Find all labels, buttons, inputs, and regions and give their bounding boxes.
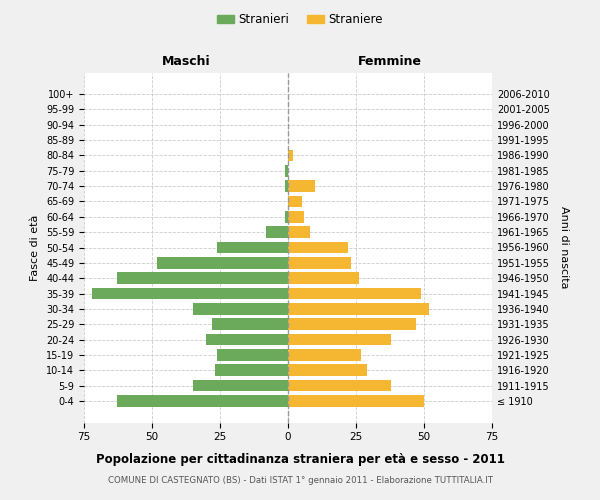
Bar: [206, 334, 288, 345]
Legend: Stranieri, Straniere: Stranieri, Straniere: [212, 8, 388, 31]
Bar: [288, 288, 421, 300]
Bar: [212, 318, 288, 330]
Bar: [285, 211, 288, 222]
Bar: [217, 242, 288, 254]
Bar: [288, 303, 430, 314]
Bar: [288, 180, 315, 192]
Bar: [92, 288, 288, 300]
Bar: [288, 196, 302, 207]
Bar: [288, 226, 310, 238]
Bar: [116, 395, 288, 406]
Text: Popolazione per cittadinanza straniera per età e sesso - 2011: Popolazione per cittadinanza straniera p…: [95, 452, 505, 466]
Bar: [193, 303, 288, 314]
Bar: [288, 242, 348, 254]
Bar: [288, 380, 391, 392]
Bar: [288, 349, 361, 360]
Text: COMUNE DI CASTEGNATO (BS) - Dati ISTAT 1° gennaio 2011 - Elaborazione TUTTITALIA: COMUNE DI CASTEGNATO (BS) - Dati ISTAT 1…: [107, 476, 493, 485]
Bar: [285, 180, 288, 192]
Bar: [288, 318, 416, 330]
Bar: [288, 272, 359, 284]
Bar: [285, 165, 288, 176]
Bar: [288, 395, 424, 406]
Bar: [288, 364, 367, 376]
Bar: [157, 257, 288, 268]
Bar: [116, 272, 288, 284]
Bar: [193, 380, 288, 392]
Bar: [288, 334, 391, 345]
Y-axis label: Fasce di età: Fasce di età: [31, 214, 40, 280]
Bar: [288, 211, 304, 222]
Bar: [217, 349, 288, 360]
Bar: [215, 364, 288, 376]
Y-axis label: Anni di nascita: Anni di nascita: [559, 206, 569, 288]
Bar: [288, 257, 350, 268]
Bar: [266, 226, 288, 238]
Bar: [288, 150, 293, 161]
